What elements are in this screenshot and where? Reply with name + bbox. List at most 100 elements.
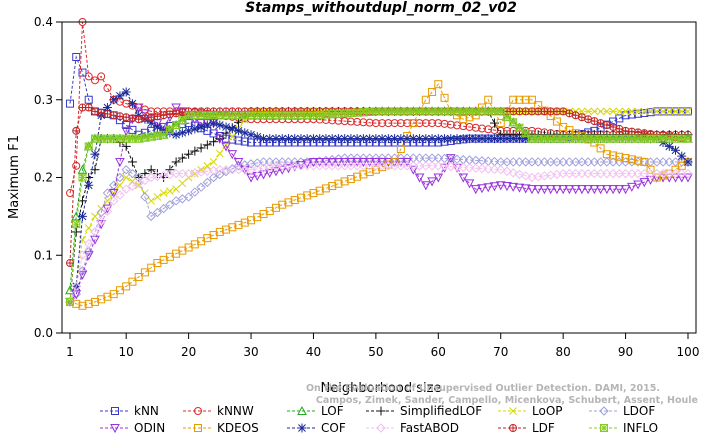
data-point-kdeos [509, 95, 518, 104]
legend-marker-inflo [600, 424, 608, 432]
data-point-loop [684, 107, 692, 116]
data-point-odin [545, 185, 556, 195]
data-point-odin [358, 157, 369, 168]
data-point-kdeos [321, 184, 330, 193]
data-point-fastabod [383, 161, 394, 171]
data-point-fastabod [71, 281, 81, 292]
data-point-knnw [353, 117, 362, 126]
data-point-cof [496, 134, 506, 144]
data-point-fastabod [108, 196, 119, 206]
data-point-fastabod [389, 161, 400, 171]
data-point-odin [371, 157, 381, 168]
legend-item-knn: kNN [100, 404, 159, 418]
data-point-fastabod [471, 163, 481, 173]
data-point-fastabod [221, 165, 231, 175]
data-point-odin [502, 182, 512, 192]
legend-marker-knn [111, 407, 119, 415]
data-point-knn [66, 99, 74, 108]
data-point-kdeos [615, 152, 624, 161]
x-tick-label: 20 [181, 345, 196, 359]
y-axis: 0.0 0.1 0.2 0.3 0.4 [34, 15, 62, 340]
data-point-ldf [115, 112, 124, 121]
data-point-cof [152, 122, 162, 132]
data-point-inflo [72, 220, 81, 229]
data-point-odin [339, 157, 350, 168]
data-point-simplifiedlof [90, 165, 100, 175]
data-point-knnw [84, 72, 93, 81]
data-point-odin [383, 157, 394, 168]
data-point-fastabod [333, 161, 344, 171]
data-point-odin [602, 185, 612, 195]
data-point-odin [458, 173, 469, 183]
data-point-ldof [570, 157, 581, 167]
data-point-loop [665, 107, 674, 116]
data-point-kdeos [215, 227, 224, 236]
data-point-loop [172, 185, 180, 194]
data-point-knnw [365, 118, 374, 127]
data-point-kdeos [434, 80, 443, 89]
series-ldof [65, 153, 693, 307]
data-point-ldof [564, 157, 575, 167]
data-point-ldf [147, 113, 156, 122]
data-point-knnw [390, 119, 399, 128]
data-point-knnw [346, 117, 355, 126]
data-point-kdeos [334, 179, 343, 188]
legend-item-ldof: LDOF [589, 404, 655, 418]
data-point-odin [333, 157, 344, 168]
data-point-ldf [140, 114, 149, 123]
y-axis-label: Maximum F1 [7, 135, 22, 219]
data-point-ldof [265, 157, 275, 167]
data-point-cof [109, 95, 119, 105]
data-point-fastabod [670, 168, 681, 179]
data-point-ldof [271, 157, 281, 167]
data-point-fastabod [371, 161, 381, 171]
data-point-knnw [103, 84, 112, 93]
data-point-knnw [421, 119, 430, 128]
legend-item-inflo: INFLO [589, 421, 658, 434]
series-fastabod [65, 161, 693, 307]
data-point-odin [264, 168, 275, 178]
data-point-kdeos [103, 292, 112, 301]
legend-item-knnw: kNNW [183, 404, 254, 418]
legend-item-simplifiedlof: SimplifiedLOF [366, 404, 482, 418]
data-point-inflo [684, 134, 692, 143]
data-point-fastabod [464, 163, 475, 173]
data-point-fastabod [577, 168, 587, 179]
data-point-fastabod [321, 161, 331, 171]
data-point-loop [91, 212, 99, 221]
data-point-knnw [371, 119, 380, 128]
data-point-inflo [84, 142, 93, 151]
data-point-loop [116, 181, 124, 190]
data-point-kdeos [496, 119, 505, 128]
data-point-fastabod [558, 168, 568, 179]
data-point-knn [78, 68, 87, 77]
data-point-odin [214, 134, 225, 144]
data-point-knnw [403, 119, 412, 128]
data-point-fastabod [402, 161, 412, 171]
data-point-odin [633, 180, 643, 190]
data-point-cof [440, 134, 450, 144]
data-point-odin [533, 185, 544, 195]
data-point-fastabod [421, 161, 431, 171]
data-point-cof [84, 180, 94, 190]
y-tick-label: 0.4 [34, 15, 53, 29]
data-point-ldf [122, 113, 131, 122]
data-point-ldof [652, 157, 662, 167]
data-point-kdeos [396, 144, 405, 153]
data-point-fastabod [140, 175, 150, 186]
data-point-odin [420, 181, 431, 191]
data-point-ldof [520, 157, 531, 167]
data-point-kdeos [284, 198, 293, 207]
legend-label: FastABOD [400, 421, 459, 434]
data-point-ldf [172, 109, 181, 118]
legend-marker-ldof [599, 406, 609, 416]
data-point-loop [627, 107, 636, 116]
data-point-cof [296, 134, 306, 144]
data-point-knn [209, 129, 218, 138]
data-point-fastabod [489, 164, 500, 175]
data-point-loop [634, 107, 642, 116]
data-point-kdeos [134, 273, 143, 282]
data-point-fastabod [283, 161, 294, 171]
data-point-ldof [545, 157, 556, 167]
data-point-knn [240, 137, 249, 146]
